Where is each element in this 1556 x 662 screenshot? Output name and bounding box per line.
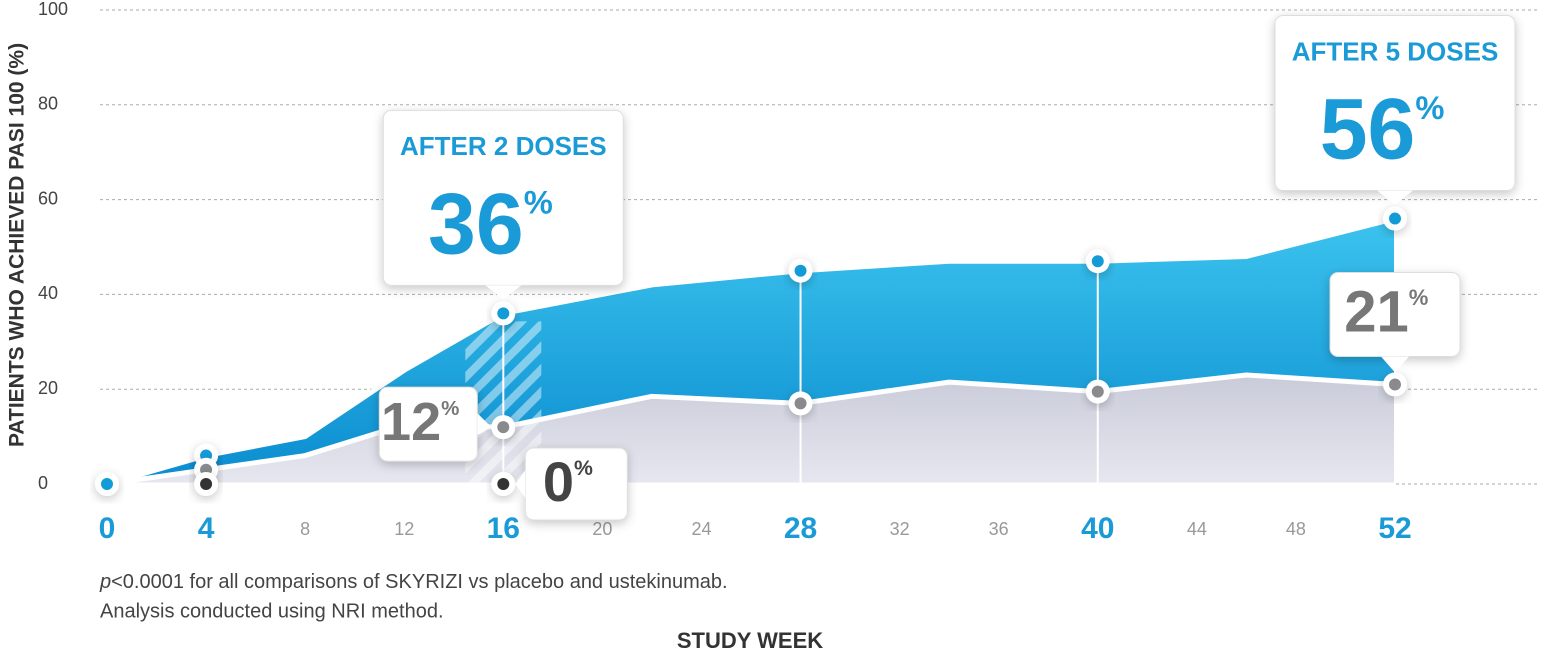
x-tick-label: 4	[198, 512, 215, 545]
callout-value: 21%	[1344, 280, 1429, 345]
marker-dot	[497, 478, 510, 490]
value-suffix: %	[524, 183, 553, 220]
marker-dot	[794, 264, 807, 277]
value-label: 36	[428, 176, 524, 272]
footnote: p<0.0001 for all comparisons of SKYRIZI …	[99, 571, 728, 593]
x-tick-label: 48	[1286, 519, 1306, 539]
value-suffix: %	[1415, 88, 1444, 125]
callout: 21%	[1329, 271, 1461, 373]
value-label: 56	[1320, 81, 1416, 177]
marker	[1383, 206, 1407, 231]
marker-dot	[101, 478, 113, 490]
footnote-italic: p	[99, 571, 111, 593]
callout: 12%	[378, 386, 492, 462]
y-tick-label: 100	[38, 0, 68, 19]
callout-pointer	[515, 470, 526, 498]
value-label: 0	[543, 450, 574, 513]
series-line	[106, 372, 1396, 487]
x-tick-label: 44	[1187, 519, 1207, 539]
marker	[1383, 372, 1407, 397]
y-tick-label: 0	[38, 473, 48, 493]
marker	[788, 258, 813, 283]
value-label: 12	[381, 392, 441, 452]
marker-dot	[1389, 378, 1401, 391]
x-tick-label: 32	[890, 519, 910, 539]
y-tick-label: 40	[38, 283, 58, 303]
x-tick-label: 8	[300, 519, 310, 539]
marker	[1085, 379, 1110, 404]
callout: AFTER 2 DOSES 36%	[382, 109, 624, 300]
callout-pointer	[1377, 190, 1413, 205]
y-tick-label: 80	[38, 94, 58, 114]
marker-dot	[1091, 255, 1104, 268]
marker-dot	[497, 307, 510, 320]
marker	[95, 472, 119, 496]
marker	[788, 391, 813, 416]
callout-value: 56%	[1320, 81, 1445, 177]
footnote: Analysis conducted using NRI method.	[100, 600, 444, 622]
callout-value: 12%	[381, 392, 459, 452]
x-tick-label: 28	[784, 512, 817, 545]
x-tick-label: 12	[394, 519, 414, 539]
x-tick-label: 36	[989, 519, 1009, 539]
marker	[194, 472, 219, 496]
y-axis-label: PATIENTS WHO ACHIEVED PASI 100 (%)	[6, 43, 29, 447]
marker	[1085, 249, 1110, 274]
x-tick-label: 40	[1081, 512, 1114, 545]
value-suffix: %	[441, 397, 459, 420]
series-line	[106, 216, 1396, 487]
x-tick-label: 52	[1378, 512, 1411, 545]
callout: AFTER 5 DOSES 56%	[1274, 15, 1516, 205]
marker-dot	[1389, 212, 1401, 225]
callout-pointer	[485, 285, 522, 300]
x-tick-label: 16	[487, 512, 520, 545]
callout-value: 36%	[428, 176, 553, 272]
marker	[491, 415, 516, 440]
callout-value: 0%	[543, 450, 593, 513]
y-tick-label: 60	[38, 188, 58, 208]
value-label: 21	[1344, 280, 1409, 345]
x-tick-label: 20	[592, 519, 612, 539]
value-suffix: %	[574, 456, 593, 480]
callout-pointer	[1381, 356, 1409, 373]
marker-dot	[794, 397, 807, 410]
marker-dot	[1091, 385, 1104, 398]
callout-pointer	[477, 413, 492, 436]
marker-dot	[200, 478, 213, 490]
x-tick-label: 24	[691, 519, 711, 539]
value-suffix: %	[1409, 285, 1429, 310]
x-tick-label: 0	[99, 512, 116, 545]
x-axis-label: STUDY WEEK	[677, 628, 823, 653]
callout: 0%	[515, 447, 628, 521]
marker	[491, 301, 516, 326]
marker	[491, 472, 516, 496]
marker-dot	[497, 421, 510, 434]
y-tick-label: 20	[38, 378, 58, 398]
callout-title: AFTER 2 DOSES	[400, 131, 607, 161]
callout-title: AFTER 5 DOSES	[1292, 36, 1499, 66]
footnote-text: <0.0001 for all comparisons of SKYRIZI v…	[111, 571, 727, 593]
